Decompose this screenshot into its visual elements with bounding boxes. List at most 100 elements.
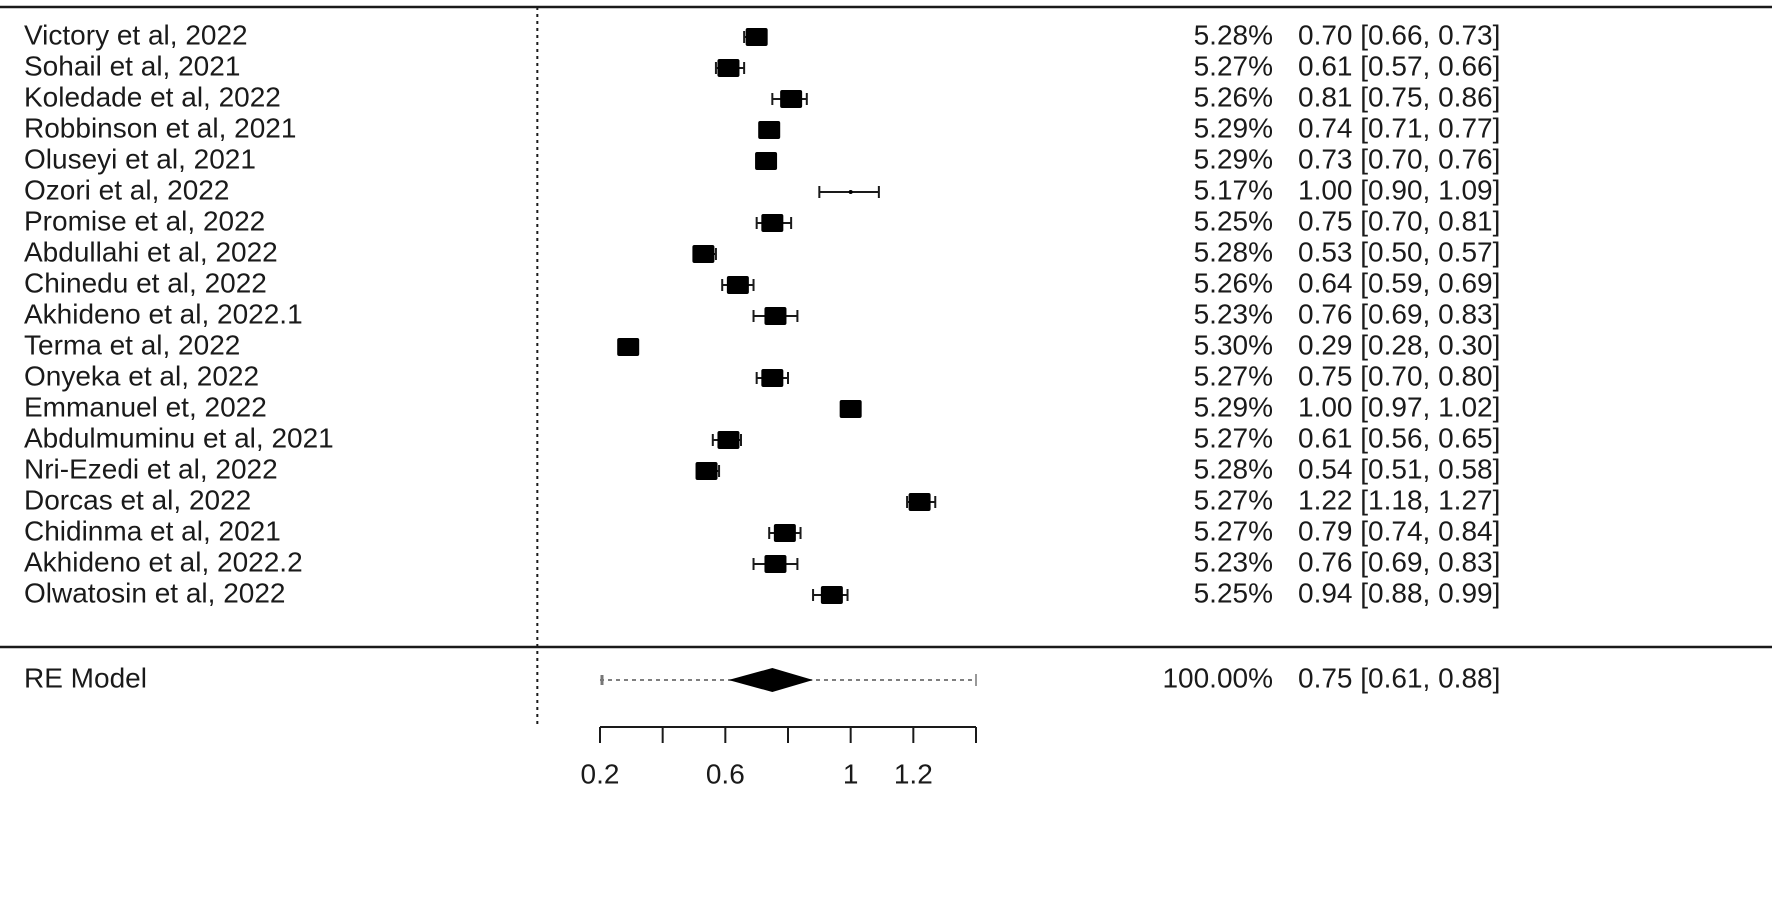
study-label: Robbinson et al, 2021 xyxy=(24,112,296,143)
point-estimate-square xyxy=(764,307,787,325)
study-label: Sohail et al, 2021 xyxy=(24,50,240,81)
study-weight: 5.28% xyxy=(1194,453,1273,484)
study-label: Abdullahi et al, 2022 xyxy=(24,236,278,267)
study-ci-text: 0.73 [0.70, 0.76] xyxy=(1298,143,1500,174)
study-weight: 5.26% xyxy=(1194,81,1273,112)
study-ci-text: 0.76 [0.69, 0.83] xyxy=(1298,546,1500,577)
study-weight: 5.25% xyxy=(1194,205,1273,236)
point-estimate-square xyxy=(773,524,796,542)
study-weight: 5.30% xyxy=(1194,329,1273,360)
study-label: Abdulmuminu et al, 2021 xyxy=(24,422,334,453)
study-label: Olwatosin et al, 2022 xyxy=(24,577,286,608)
summary-weight: 100.00% xyxy=(1162,662,1273,693)
study-weight: 5.27% xyxy=(1194,515,1273,546)
study-ci-text: 0.29 [0.28, 0.30] xyxy=(1298,329,1500,360)
study-label: Promise et al, 2022 xyxy=(24,205,265,236)
study-weight: 5.25% xyxy=(1194,577,1273,608)
study-ci-text: 0.61 [0.57, 0.66] xyxy=(1298,50,1500,81)
study-label: Terma et al, 2022 xyxy=(24,329,240,360)
point-estimate-square xyxy=(839,400,862,418)
point-estimate-square xyxy=(755,152,778,170)
study-ci-text: 0.75 [0.70, 0.81] xyxy=(1298,205,1500,236)
point-estimate-square xyxy=(908,493,931,511)
point-estimate-square xyxy=(717,431,740,449)
point-estimate-square xyxy=(745,28,768,46)
study-row: Ozori et al, 2022 5.17% 1.00 [0.90, 1.09] xyxy=(24,174,1500,205)
study-weight: 5.28% xyxy=(1194,236,1273,267)
study-weight: 5.29% xyxy=(1194,112,1273,143)
point-estimate-square xyxy=(717,59,740,77)
study-label: Chidinma et al, 2021 xyxy=(24,515,281,546)
study-label: Emmanuel et, 2022 xyxy=(24,391,267,422)
study-weight: 5.27% xyxy=(1194,50,1273,81)
study-row: Chinedu et al, 2022 5.26% 0.64 [0.59, 0.69… xyxy=(24,267,1500,298)
study-ci-text: 0.61 [0.56, 0.65] xyxy=(1298,422,1500,453)
point-estimate-square xyxy=(848,190,853,194)
summary-diamond xyxy=(728,668,814,692)
study-row: Emmanuel et, 2022 5.29% 1.00 [0.97, 1.02] xyxy=(24,391,1500,422)
study-row: Akhideno et al, 2022.2 5.23% 0.76 [0.69, 0… xyxy=(24,546,1500,577)
point-estimate-square xyxy=(820,586,843,604)
point-estimate-square xyxy=(617,338,640,356)
study-row: Olwatosin et al, 2022 5.25% 0.94 [0.88, 0.… xyxy=(24,577,1500,608)
study-row: Dorcas et al, 2022 5.27% 1.22 [1.18, 1.27] xyxy=(24,484,1500,515)
study-ci-text: 0.53 [0.50, 0.57] xyxy=(1298,236,1500,267)
study-label: Koledade et al, 2022 xyxy=(24,81,281,112)
x-axis: 0.2 0.6 1 1.2 xyxy=(581,726,977,789)
summary-ci-text: 0.75 [0.61, 0.88] xyxy=(1298,662,1500,693)
study-row: Promise et al, 2022 5.25% 0.75 [0.70, 0.81… xyxy=(24,205,1500,236)
study-row: Victory et al, 2022 5.28% 0.70 [0.66, 0.73… xyxy=(24,19,1500,50)
study-label: Nri-Ezedi et al, 2022 xyxy=(24,453,278,484)
study-ci-text: 0.74 [0.71, 0.77] xyxy=(1298,112,1500,143)
study-row: Sohail et al, 2021 5.27% 0.61 [0.57, 0.66] xyxy=(24,50,1500,81)
study-label: Akhideno et al, 2022.1 xyxy=(24,298,303,329)
study-row: Chidinma et al, 2021 5.27% 0.79 [0.74, 0.8… xyxy=(24,515,1500,546)
study-weight: 5.29% xyxy=(1194,143,1273,174)
point-estimate-square xyxy=(695,462,718,480)
study-ci-text: 0.64 [0.59, 0.69] xyxy=(1298,267,1500,298)
study-ci-text: 0.70 [0.66, 0.73] xyxy=(1298,19,1500,50)
study-label: Ozori et al, 2022 xyxy=(24,174,229,205)
study-ci-text: 0.54 [0.51, 0.58] xyxy=(1298,453,1500,484)
study-ci-text: 0.94 [0.88, 0.99] xyxy=(1298,577,1500,608)
study-ci-text: 1.00 [0.97, 1.02] xyxy=(1298,391,1500,422)
summary-row: RE Model 100.00% 0.75 [0.61, 0.88] xyxy=(24,662,1500,693)
study-weight: 5.28% xyxy=(1194,19,1273,50)
study-ci-text: 0.76 [0.69, 0.83] xyxy=(1298,298,1500,329)
study-row: Onyeka et al, 2022 5.27% 0.75 [0.70, 0.80] xyxy=(24,360,1500,391)
study-label: Akhideno et al, 2022.2 xyxy=(24,546,303,577)
tick-label: 1.2 xyxy=(894,758,933,789)
study-row: Nri-Ezedi et al, 2022 5.28% 0.54 [0.51, 0.… xyxy=(24,453,1500,484)
tick-label: 0.6 xyxy=(706,758,745,789)
point-estimate-square xyxy=(692,245,715,263)
study-row: Abdulmuminu et al, 2021 5.27% 0.61 [0.56, … xyxy=(24,422,1500,453)
study-ci-text: 0.79 [0.74, 0.84] xyxy=(1298,515,1500,546)
study-label: Dorcas et al, 2022 xyxy=(24,484,251,515)
study-weight: 5.27% xyxy=(1194,484,1273,515)
study-row: Abdullahi et al, 2022 5.28% 0.53 [0.50, 0.… xyxy=(24,236,1500,267)
study-weight: 5.29% xyxy=(1194,391,1273,422)
study-row: Akhideno et al, 2022.1 5.23% 0.76 [0.69, 0… xyxy=(24,298,1500,329)
study-ci-text: 1.00 [0.90, 1.09] xyxy=(1298,174,1500,205)
point-estimate-square xyxy=(758,121,781,139)
summary-label: RE Model xyxy=(24,662,147,693)
study-weight: 5.27% xyxy=(1194,360,1273,391)
point-estimate-square xyxy=(726,276,749,294)
study-ci-text: 0.75 [0.70, 0.80] xyxy=(1298,360,1500,391)
study-row: Robbinson et al, 2021 5.29% 0.74 [0.71, 0.… xyxy=(24,112,1500,143)
study-weight: 5.27% xyxy=(1194,422,1273,453)
study-label: Onyeka et al, 2022 xyxy=(24,360,259,391)
study-weight: 5.23% xyxy=(1194,546,1273,577)
study-label: Oluseyi et al, 2021 xyxy=(24,143,256,174)
study-weight: 5.26% xyxy=(1194,267,1273,298)
tick-label: 0.2 xyxy=(581,758,620,789)
point-estimate-square xyxy=(761,214,784,232)
study-ci-text: 1.22 [1.18, 1.27] xyxy=(1298,484,1500,515)
point-estimate-square xyxy=(780,90,803,108)
tick-label: 1 xyxy=(843,758,859,789)
study-row: Terma et al, 2022 5.30% 0.29 [0.28, 0.30] xyxy=(24,329,1500,360)
study-weight: 5.17% xyxy=(1194,174,1273,205)
study-weight: 5.23% xyxy=(1194,298,1273,329)
point-estimate-square xyxy=(761,369,784,387)
